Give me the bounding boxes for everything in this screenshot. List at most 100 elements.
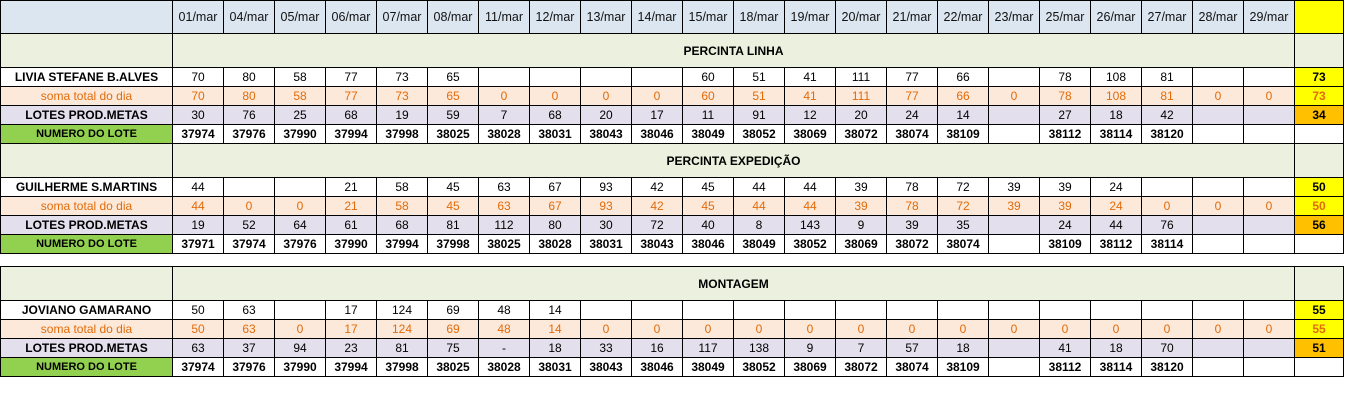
value-cell[interactable]: 45 [427,196,479,216]
value-cell[interactable]: 39 [886,215,938,235]
value-cell[interactable]: 39 [1039,177,1091,197]
soma-name-cell[interactable]: soma total do dia [0,196,173,216]
value-cell[interactable]: 75 [427,338,479,358]
value-cell[interactable]: 37976 [223,124,275,144]
value-cell[interactable]: 0 [223,196,275,216]
value-cell[interactable]: 78 [886,196,938,216]
value-cell[interactable]: 117 [682,338,734,358]
value-cell[interactable]: 61 [325,215,377,235]
value-cell[interactable]: 0 [937,319,989,339]
value-cell[interactable] [988,234,1040,254]
value-cell[interactable]: 37990 [274,357,326,377]
value-cell[interactable]: 21 [325,196,377,216]
value-cell[interactable] [1192,357,1244,377]
value-cell[interactable]: 38028 [529,234,581,254]
value-cell[interactable]: 17 [325,300,377,320]
value-cell[interactable]: 58 [274,67,326,87]
value-cell[interactable]: 20 [835,105,887,125]
total-cell[interactable] [1294,234,1344,254]
date-header-cell[interactable]: 07/mar [376,0,428,34]
value-cell[interactable]: 48 [478,300,530,320]
value-cell[interactable]: 40 [682,215,734,235]
value-cell[interactable]: 7 [478,105,530,125]
value-cell[interactable]: 73 [376,86,428,106]
value-cell[interactable] [988,215,1040,235]
value-cell[interactable]: 0 [784,319,836,339]
value-cell[interactable]: 72 [937,177,989,197]
value-cell[interactable]: 38072 [886,234,938,254]
total-cell[interactable] [1294,124,1344,144]
value-cell[interactable] [1141,300,1193,320]
value-cell[interactable] [988,300,1040,320]
value-cell[interactable]: 38069 [784,357,836,377]
value-cell[interactable]: 37994 [325,357,377,377]
value-cell[interactable]: 81 [1141,67,1193,87]
section-label-cell[interactable] [0,33,173,68]
value-cell[interactable]: 17 [631,105,683,125]
value-cell[interactable]: 37990 [325,234,377,254]
value-cell[interactable]: 23 [325,338,377,358]
value-cell[interactable]: 9 [835,215,887,235]
date-header-cell[interactable]: 14/mar [631,0,683,34]
value-cell[interactable]: 64 [274,215,326,235]
value-cell[interactable]: 73 [376,67,428,87]
section-total-cell[interactable] [1294,33,1344,68]
value-cell[interactable]: 17 [325,319,377,339]
soma-name-cell[interactable]: soma total do dia [0,86,173,106]
date-header-cell[interactable]: 29/mar [1243,0,1295,34]
date-header-cell[interactable]: 15/mar [682,0,734,34]
value-cell[interactable]: 63 [223,300,275,320]
value-cell[interactable] [1243,338,1295,358]
value-cell[interactable]: 0 [1039,319,1091,339]
value-cell[interactable]: 39 [835,196,887,216]
value-cell[interactable]: 25 [274,105,326,125]
value-cell[interactable]: 44 [172,177,224,197]
value-cell[interactable]: 37990 [274,124,326,144]
value-cell[interactable]: 38120 [1141,124,1193,144]
section-label-cell[interactable] [0,143,173,178]
value-cell[interactable]: 63 [223,319,275,339]
value-cell[interactable]: 44 [1090,215,1142,235]
date-header-cell[interactable]: 19/mar [784,0,836,34]
value-cell[interactable]: 44 [733,177,785,197]
value-cell[interactable]: 66 [937,67,989,87]
value-cell[interactable]: 38046 [682,234,734,254]
worker-name-cell[interactable]: LIVIA STEFANE B.ALVES [0,67,173,87]
value-cell[interactable]: 24 [1090,177,1142,197]
value-cell[interactable]: 38069 [835,234,887,254]
value-cell[interactable]: 38052 [733,357,785,377]
numero-name-cell[interactable]: NUMERO DO LOTE [0,357,173,377]
value-cell[interactable]: 38112 [1090,234,1142,254]
value-cell[interactable]: 39 [988,177,1040,197]
value-cell[interactable]: 45 [682,177,734,197]
value-cell[interactable] [1243,234,1295,254]
value-cell[interactable]: 58 [376,196,428,216]
numero-name-cell[interactable]: NUMERO DO LOTE [0,234,173,254]
value-cell[interactable]: 0 [1243,86,1295,106]
value-cell[interactable]: 124 [376,300,428,320]
value-cell[interactable] [1243,300,1295,320]
value-cell[interactable]: 0 [631,319,683,339]
value-cell[interactable]: 70 [1141,338,1193,358]
value-cell[interactable]: 63 [478,196,530,216]
value-cell[interactable]: 35 [937,215,989,235]
value-cell[interactable]: 20 [580,105,632,125]
value-cell[interactable]: 37998 [427,234,479,254]
value-cell[interactable]: 38109 [1039,234,1091,254]
total-cell[interactable]: 73 [1294,86,1344,106]
value-cell[interactable]: 18 [937,338,989,358]
value-cell[interactable] [1192,234,1244,254]
value-cell[interactable]: 0 [1192,86,1244,106]
value-cell[interactable]: 38043 [580,124,632,144]
value-cell[interactable] [784,300,836,320]
date-header-cell[interactable]: 20/mar [835,0,887,34]
value-cell[interactable]: 108 [1090,86,1142,106]
value-cell[interactable]: 124 [376,319,428,339]
value-cell[interactable]: 37998 [376,357,428,377]
date-header-cell[interactable]: 21/mar [886,0,938,34]
value-cell[interactable] [1192,338,1244,358]
date-header-cell[interactable]: 26/mar [1090,0,1142,34]
value-cell[interactable]: 38046 [631,124,683,144]
value-cell[interactable] [988,357,1040,377]
value-cell[interactable]: 52 [223,215,275,235]
